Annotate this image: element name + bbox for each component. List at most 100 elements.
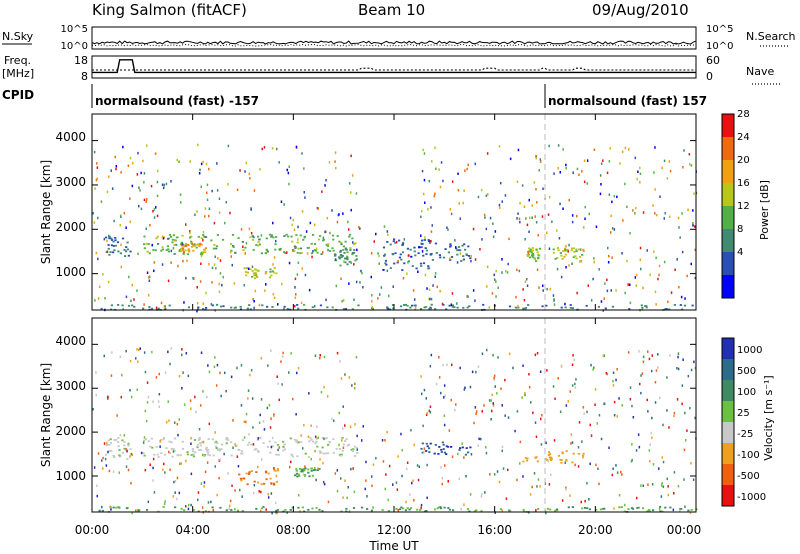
noise-pixel — [694, 276, 697, 280]
noise-pixel — [323, 437, 325, 441]
noise-pixel — [595, 225, 598, 228]
noise-pixel — [387, 233, 389, 236]
scatter-pixel — [230, 454, 233, 457]
noise-pixel — [648, 357, 651, 361]
noise-pixel — [331, 209, 333, 212]
scatter-pixel — [554, 509, 557, 512]
scatter-pixel — [571, 247, 574, 250]
scatter-pixel — [307, 471, 310, 474]
noise-pixel — [416, 464, 419, 467]
scatter-pixel — [575, 250, 578, 252]
scatter-pixel — [114, 239, 117, 242]
scatter-pixel — [312, 469, 316, 471]
scatter-pixel — [447, 445, 450, 448]
noise-pixel — [677, 352, 680, 355]
noise-pixel — [586, 159, 589, 162]
scatter-pixel — [349, 249, 352, 251]
scatter-pixel — [186, 253, 189, 256]
noise-pixel — [593, 148, 596, 151]
noise-pixel — [133, 298, 135, 301]
noise-pixel — [236, 188, 239, 192]
noise-pixel — [203, 481, 206, 484]
noise-pixel — [176, 158, 178, 162]
noise-pixel — [240, 228, 243, 231]
scatter-pixel — [129, 250, 132, 253]
scatter-pixel — [215, 440, 218, 443]
noise-pixel — [301, 152, 303, 155]
noise-pixel — [580, 259, 583, 263]
scatter-pixel — [198, 437, 201, 439]
scatter-pixel — [275, 272, 278, 275]
scatter-pixel — [138, 509, 141, 511]
noise-pixel — [519, 462, 521, 465]
noise-pixel — [690, 262, 692, 266]
noise-pixel — [613, 414, 616, 417]
scatter-pixel — [98, 509, 101, 512]
noise-pixel — [304, 465, 306, 468]
noise-pixel — [535, 435, 538, 438]
scatter-pixel — [113, 456, 116, 458]
noise-pixel — [652, 463, 655, 466]
scatter-pixel — [175, 243, 178, 246]
noise-pixel — [264, 289, 266, 292]
power-cbar-tick-8: 8 — [737, 224, 743, 235]
noise-pixel — [423, 388, 426, 392]
noise-pixel — [153, 208, 156, 211]
scatter-pixel — [552, 248, 555, 251]
noise-pixel — [314, 354, 317, 357]
noise-pixel — [102, 467, 104, 470]
noise-pixel — [346, 496, 348, 500]
noise-pixel — [245, 412, 248, 416]
noise-pixel — [536, 201, 538, 204]
noise-pixel — [322, 236, 325, 240]
scatter-pixel — [332, 438, 335, 440]
scatter-pixel — [406, 304, 409, 307]
scatter-pixel — [354, 259, 357, 262]
noise-pixel — [182, 371, 184, 374]
scatter-pixel — [346, 258, 349, 261]
noise-pixel — [602, 354, 605, 358]
noise-pixel — [662, 423, 664, 427]
noise-pixel — [190, 503, 192, 507]
scatter-pixel — [191, 243, 194, 246]
scatter-pixel — [571, 307, 574, 310]
scatter-pixel — [338, 256, 341, 259]
noise-pixel — [492, 354, 494, 357]
scatter-pixel — [200, 441, 203, 444]
noise-pixel — [592, 277, 594, 281]
noise-pixel — [163, 183, 165, 187]
scatter-pixel — [389, 267, 392, 269]
noise-pixel — [642, 211, 645, 214]
noise-pixel — [603, 402, 605, 406]
scatter-pixel — [162, 438, 165, 441]
noise-pixel — [414, 298, 416, 301]
noise-pixel — [470, 259, 472, 263]
noise-pixel — [539, 485, 541, 488]
noise-pixel — [355, 280, 358, 284]
scatter-pixel — [448, 304, 451, 307]
noise-pixel — [406, 461, 409, 464]
scatter-pixel — [327, 444, 330, 446]
noise-pixel — [103, 237, 106, 241]
noise-pixel — [216, 189, 219, 192]
noise-pixel — [683, 478, 685, 481]
scatter-pixel — [283, 443, 286, 446]
power-ytick-2000: 2000 — [55, 220, 86, 234]
noise-pixel — [553, 303, 556, 306]
noise-pixel — [258, 421, 261, 424]
noise-pixel — [578, 173, 580, 176]
time-tick-2000: 20:00 — [578, 523, 613, 537]
noise-pixel — [108, 234, 110, 238]
noise-pixel — [651, 436, 653, 440]
noise-pixel — [245, 420, 247, 424]
noise-pixel — [218, 197, 221, 200]
noise-pixel — [618, 397, 620, 400]
noise-pixel — [294, 286, 296, 289]
noise-pixel — [111, 187, 114, 190]
scatter-pixel — [168, 452, 171, 454]
noise-pixel — [250, 369, 253, 372]
noise-pixel — [594, 403, 596, 406]
scatter-pixel — [190, 240, 193, 243]
noise-pixel — [620, 470, 622, 474]
scatter-pixel — [534, 457, 537, 459]
